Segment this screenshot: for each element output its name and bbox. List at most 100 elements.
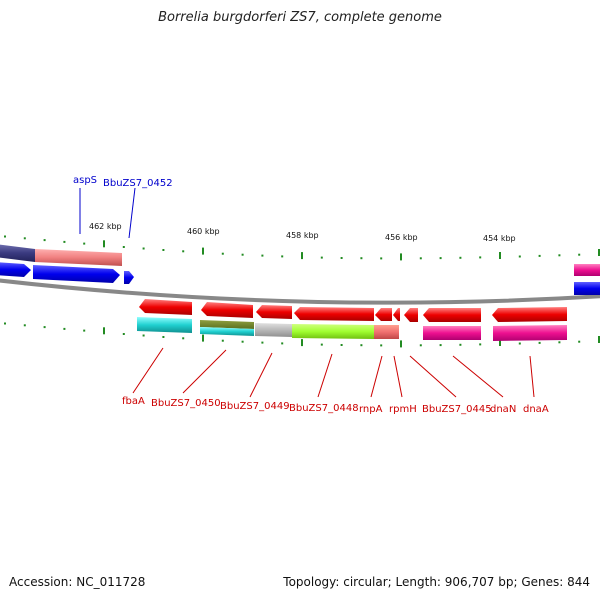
gene-arrow-BbuZS7_0449[interactable] (256, 305, 292, 319)
outer-minor-tick (261, 254, 264, 257)
outer-minor-tick (320, 256, 323, 259)
outer-tick-ring (4, 235, 600, 261)
callout-line-BbuZS7_0452 (128, 187, 136, 239)
outer-minor-tick (63, 240, 66, 243)
callout-lines (79, 187, 535, 398)
outer-major-tick (400, 253, 402, 261)
gene-arrow-fbaA[interactable] (139, 299, 192, 315)
gene-arrow-small-forward[interactable] (124, 271, 134, 284)
inner-minor-tick (479, 343, 482, 346)
outer-minor-tick (281, 255, 284, 258)
outer-minor-tick (142, 247, 145, 250)
outer-minor-tick (122, 246, 125, 248)
outer-minor-tick (23, 237, 26, 240)
gene-label-BbuZS7_0450[interactable]: BbuZS7_0450 (151, 398, 221, 409)
gene-feature-navy[interactable] (0, 244, 35, 262)
outer-minor-tick (360, 257, 363, 260)
tick-label-462: 462 kbp (89, 222, 122, 231)
outer-minor-tick (578, 253, 581, 256)
accession-text: Accession: NC_011728 (9, 575, 146, 589)
inner-minor-tick (518, 342, 521, 345)
outer-minor-tick (459, 256, 462, 259)
gene-label-BbuZS7_0449[interactable]: BbuZS7_0449 (220, 401, 290, 412)
outer-minor-tick (43, 239, 46, 242)
gene-label-BbuZS7_0448[interactable]: BbuZS7_0448 (289, 403, 359, 414)
outer-minor-tick (518, 255, 521, 258)
tick-labels: 462 kbp 460 kbp 458 kbp 456 kbp 454 kbp (89, 222, 516, 243)
cog-feature-dnaA[interactable] (493, 325, 567, 341)
cog-feature-fbaA[interactable] (137, 317, 192, 333)
reverse-strand-features (137, 299, 567, 341)
cog-feature-BbuZS7_0448[interactable] (292, 324, 374, 339)
gene-arrow-BbuZS7_0448[interactable] (294, 307, 374, 321)
gene-arrow-BbuZS7_0445[interactable] (404, 308, 418, 322)
inner-minor-tick (83, 329, 86, 332)
gene-label-fbaA[interactable]: fbaA (122, 396, 145, 407)
gene-arrow-right-blue[interactable] (574, 282, 600, 295)
gene-arrow-BbuZS7_0450[interactable] (201, 302, 253, 318)
genome-backbone (0, 278, 600, 305)
gene-arrow-left-partial[interactable] (0, 262, 31, 277)
outer-major-tick (499, 252, 501, 259)
inner-minor-tick (221, 339, 224, 342)
gene-labels: aspS BbuZS7_0452 fbaA BbuZS7_0450 BbuZS7… (73, 175, 549, 415)
inner-minor-tick (43, 326, 46, 329)
inner-minor-tick (538, 341, 541, 344)
inner-minor-tick (281, 342, 284, 345)
gene-label-aspS[interactable]: aspS (73, 175, 97, 186)
inner-minor-tick (380, 344, 383, 347)
tick-label-458: 458 kbp (286, 231, 319, 240)
callout-line-BbuZS7_0448 (317, 353, 333, 398)
inner-minor-tick (261, 341, 264, 344)
callout-line-dnaA (529, 355, 535, 398)
tick-label-454: 454 kbp (483, 234, 516, 243)
gene-label-BbuZS7_0445[interactable]: BbuZS7_0445 (422, 404, 492, 415)
gene-arrow-rnpA[interactable] (375, 308, 392, 321)
gene-arrow-BbuZS7_0452[interactable] (33, 265, 120, 283)
gene-label-dnaA[interactable]: dnaA (523, 404, 549, 415)
tick-label-456: 456 kbp (385, 233, 418, 242)
inner-minor-tick (419, 344, 422, 347)
inner-major-tick (598, 336, 600, 343)
cog-feature-BbuZS7_0450-olive[interactable] (200, 320, 254, 329)
outer-minor-tick (182, 250, 185, 253)
outer-minor-tick (241, 253, 244, 256)
cog-feature-dnaN[interactable] (423, 326, 481, 340)
gene-label-BbuZS7_0452[interactable]: BbuZS7_0452 (103, 178, 173, 189)
gene-label-rpmH[interactable]: rpmH (389, 404, 417, 415)
forward-strand-features (0, 244, 600, 295)
inner-minor-tick (578, 340, 581, 343)
inner-minor-tick (459, 343, 462, 346)
callout-line-rpmH (393, 355, 403, 398)
gene-label-rnpA[interactable]: rnpA (359, 404, 383, 415)
gene-feature-aspS[interactable] (35, 249, 122, 266)
gene-arrow-dnaA[interactable] (492, 307, 567, 322)
cog-feature-BbuZS7_0450-cyan[interactable] (200, 327, 254, 336)
gene-label-dnaN[interactable]: dnaN (490, 404, 516, 415)
outer-minor-tick (4, 235, 6, 238)
outer-minor-tick (419, 257, 422, 260)
inner-minor-tick (340, 344, 343, 346)
cog-feature-rnpA[interactable] (374, 325, 399, 339)
inner-tick-ring (4, 322, 600, 348)
inner-minor-tick (63, 327, 66, 330)
callout-line-BbuZS7_0450 (182, 349, 227, 394)
map-title: Borrelia burgdorferi ZS7, complete genom… (158, 10, 442, 25)
gene-arrow-dnaN[interactable] (423, 308, 481, 322)
outer-minor-tick (380, 257, 383, 260)
tick-label-460: 460 kbp (187, 227, 220, 236)
outer-minor-tick (83, 242, 86, 245)
inner-minor-tick (241, 340, 244, 343)
gene-feature-right-magenta[interactable] (574, 264, 600, 276)
callout-line-rnpA (370, 355, 383, 398)
outer-minor-tick (439, 257, 442, 260)
inner-minor-tick (558, 341, 561, 344)
outer-minor-tick (538, 254, 541, 257)
inner-major-tick (103, 327, 105, 335)
callout-line-dnaN (452, 355, 504, 398)
gene-arrow-rpmH[interactable] (393, 308, 400, 321)
cog-feature-BbuZS7_0449[interactable] (255, 323, 292, 337)
callout-line-fbaA (132, 347, 164, 394)
outer-major-tick (202, 247, 204, 255)
